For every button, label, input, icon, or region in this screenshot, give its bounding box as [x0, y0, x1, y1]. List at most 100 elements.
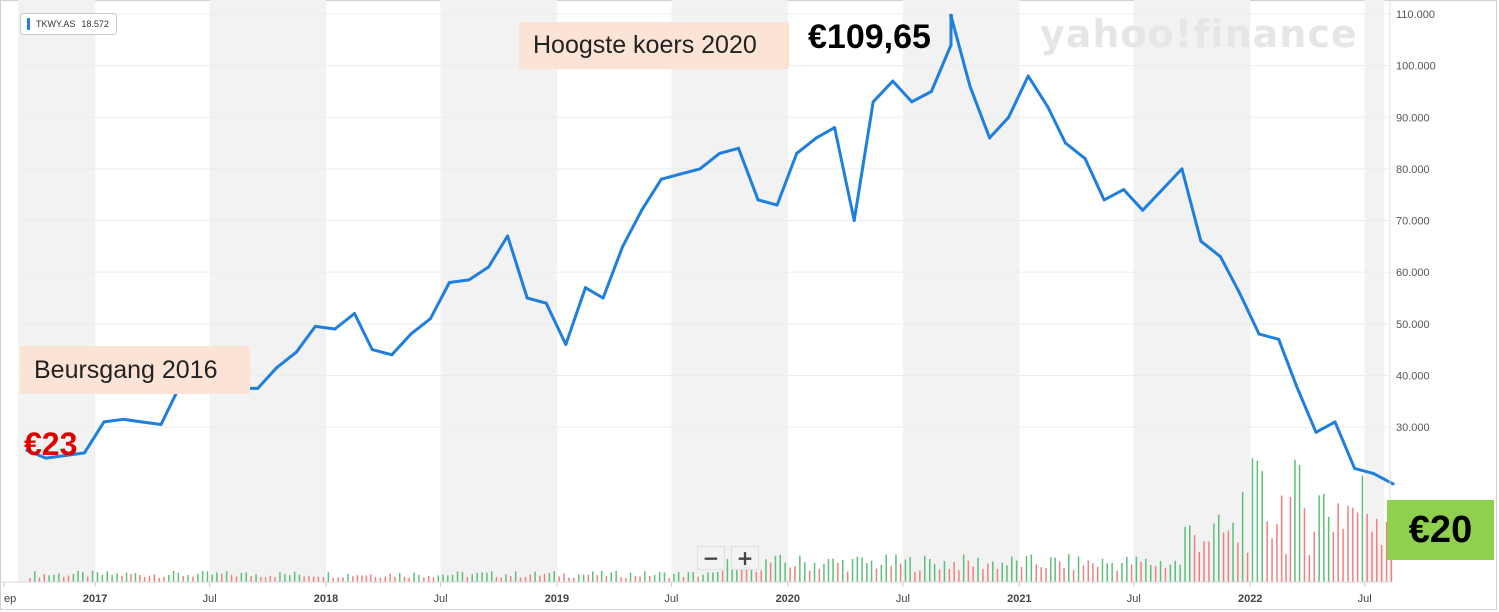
volume-bar	[992, 561, 994, 582]
volume-bar	[177, 572, 180, 582]
price-point	[409, 332, 413, 336]
price-point	[1257, 332, 1261, 336]
volume-bar	[745, 563, 748, 582]
volume-bar	[1208, 541, 1210, 582]
price-point	[736, 146, 740, 150]
price-point	[139, 420, 143, 424]
price-point	[1046, 105, 1050, 109]
volume-bar	[403, 576, 406, 582]
volume-bar	[1087, 560, 1089, 582]
volume-bar	[653, 574, 656, 582]
volume-bar	[121, 575, 123, 582]
volume-bar	[615, 571, 617, 582]
price-point	[795, 151, 799, 155]
volume-bar	[1135, 556, 1138, 582]
zoom-in-button[interactable]: +	[731, 546, 759, 570]
volume-bar	[929, 559, 931, 582]
volume-bar	[1251, 458, 1254, 582]
volume-bar	[982, 569, 984, 582]
volume-bar	[1179, 564, 1181, 582]
zoom-out-button[interactable]: −	[697, 546, 725, 570]
volume-bar	[784, 562, 786, 582]
volume-bar	[1006, 565, 1008, 582]
volume-bar	[875, 568, 878, 582]
y-tick-label: 70.000	[1396, 216, 1430, 228]
volume-bar	[1050, 557, 1052, 582]
volume-bar	[139, 575, 141, 582]
y-tick-label: 40.000	[1396, 370, 1430, 382]
x-tick-label: 2018	[314, 593, 338, 605]
volume-bar	[172, 570, 175, 582]
volume-bar	[658, 572, 661, 582]
price-point	[313, 324, 317, 328]
price-point	[370, 348, 374, 352]
volume-bar	[1035, 564, 1037, 582]
volume-bar	[182, 575, 184, 582]
volume-bar	[1266, 521, 1268, 582]
volume-bar	[846, 571, 849, 582]
volume-bar	[1106, 563, 1108, 582]
volume-bar	[389, 573, 391, 582]
volume-bar	[418, 574, 420, 582]
volume-bar	[293, 571, 296, 582]
volume-bar	[298, 574, 301, 582]
volume-bar	[63, 576, 65, 582]
volume-bar	[1298, 465, 1301, 582]
volume-bar	[914, 572, 916, 582]
price-point	[122, 417, 126, 421]
volume-bar	[827, 558, 830, 582]
volume-bar	[1159, 561, 1162, 582]
volume-bar	[1015, 560, 1018, 582]
price-point	[1122, 188, 1126, 192]
volume-bar	[1323, 493, 1325, 582]
volume-bar	[486, 572, 488, 582]
volume-bar	[356, 575, 359, 582]
price-point	[1007, 115, 1011, 119]
volume-bar	[958, 570, 960, 582]
volume-bar	[534, 571, 536, 582]
volume-bar	[548, 572, 551, 582]
volume-bar	[1376, 518, 1378, 582]
volume-bar	[1294, 459, 1296, 582]
volume-bar	[1237, 542, 1239, 582]
volume-bar	[620, 577, 622, 582]
volume-bar	[1150, 564, 1152, 582]
volume-bar	[1356, 512, 1359, 582]
price-point	[63, 453, 67, 457]
period-band	[1133, 0, 1251, 582]
volume-bar	[596, 575, 598, 582]
volume-bar	[82, 572, 84, 582]
volume-bar	[856, 556, 859, 582]
price-point	[102, 420, 106, 424]
period-band	[440, 0, 557, 582]
volume-bar	[1082, 565, 1085, 582]
volume-bar	[332, 577, 334, 582]
price-point	[1277, 337, 1281, 341]
volume-bar	[1246, 552, 1249, 582]
volume-bar	[919, 570, 921, 582]
x-axis-ticks: ep 2017 Jul 2018 Jul 2019 Jul 2020 Jul 2021 Jul 202…	[3, 582, 1372, 605]
volume-bar	[158, 578, 160, 582]
volume-bar	[34, 571, 36, 582]
legend-value: 18.572	[81, 19, 109, 29]
volume-bar	[948, 568, 951, 582]
volume-bar	[1318, 495, 1320, 582]
price-point	[1102, 198, 1106, 202]
volume-bar	[953, 561, 955, 582]
volume-bar	[721, 570, 724, 582]
volume-bar	[644, 571, 646, 582]
x-tick-label: Jul	[896, 593, 910, 605]
volume-bar	[726, 559, 729, 582]
volume-bar	[1385, 522, 1388, 582]
volume-bar	[1130, 564, 1133, 582]
volume-bar	[201, 570, 204, 582]
y-axis-ticks: 110.000 100.000 90.000 80.000 70.000 60.000 50…	[1396, 9, 1436, 434]
volume-bar	[1332, 531, 1335, 582]
volume-bar	[832, 558, 834, 582]
volume-bar	[1241, 491, 1244, 582]
x-tick-label: 2021	[1007, 593, 1031, 605]
volume-bar	[1213, 523, 1215, 582]
volume-bar	[529, 574, 532, 582]
series-legend[interactable]: TKWY.AS 18.572	[20, 13, 117, 35]
